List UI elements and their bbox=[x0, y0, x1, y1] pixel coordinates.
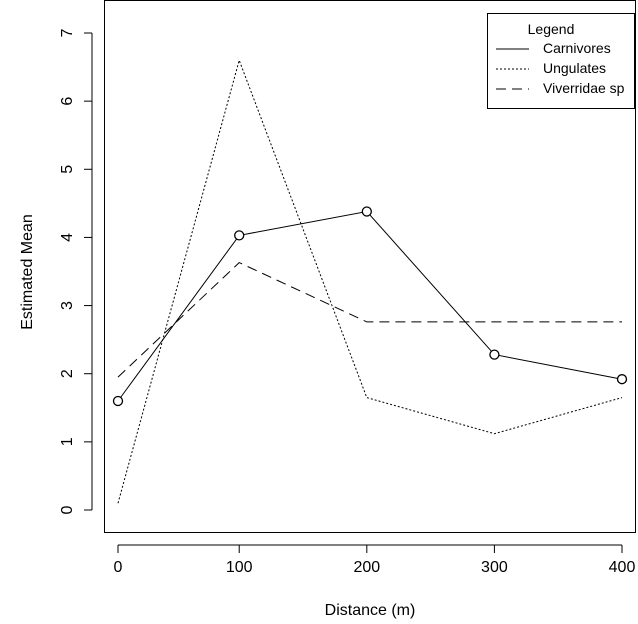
legend-entry: Viverridae sp bbox=[496, 80, 625, 96]
legend-entry: Ungulates bbox=[496, 60, 606, 76]
y-tick-label: 5 bbox=[59, 165, 76, 174]
plot-frame bbox=[104, 0, 636, 533]
x-axis: 0 100 200 300 400 bbox=[114, 544, 636, 576]
x-tick-label: 0 bbox=[114, 559, 123, 576]
series-line bbox=[117, 58, 623, 504]
y-axis-title: Estimated Mean bbox=[19, 214, 36, 330]
data-point bbox=[489, 349, 500, 360]
y-tick-label: 4 bbox=[59, 233, 76, 242]
legend-label: Ungulates bbox=[543, 60, 606, 76]
y-tick-label: 6 bbox=[59, 97, 76, 106]
y-tick-label: 7 bbox=[59, 28, 76, 37]
series-layer bbox=[112, 58, 628, 504]
series-line bbox=[117, 262, 622, 378]
data-point bbox=[616, 374, 628, 385]
legend-box bbox=[487, 13, 635, 109]
y-tick-label: 0 bbox=[59, 505, 76, 514]
legend-label: Viverridae sp bbox=[543, 80, 625, 96]
legend: Legend Carnivores Ungulates Viverridae sp bbox=[487, 13, 635, 109]
x-tick-label: 200 bbox=[353, 559, 380, 576]
y-axis: 0 1 2 3 4 5 6 7 bbox=[59, 28, 93, 514]
data-point bbox=[234, 230, 245, 241]
x-axis-title: Distance (m) bbox=[325, 602, 416, 619]
x-tick-label: 400 bbox=[609, 559, 636, 576]
series-carnivores bbox=[112, 206, 628, 407]
x-tick-label: 300 bbox=[481, 559, 508, 576]
y-tick-label: 1 bbox=[59, 437, 76, 446]
y-tick-label: 3 bbox=[59, 301, 76, 310]
legend-title: Legend bbox=[528, 21, 575, 37]
legend-label: Carnivores bbox=[543, 40, 611, 56]
data-point bbox=[112, 395, 124, 407]
legend-entry: Carnivores bbox=[496, 40, 611, 56]
x-tick-label: 100 bbox=[226, 559, 253, 576]
legend-entries: Carnivores Ungulates Viverridae sp bbox=[496, 40, 625, 96]
series-ungulates bbox=[117, 58, 623, 504]
y-tick-label: 2 bbox=[59, 369, 76, 378]
series-viverridae-sp bbox=[117, 262, 622, 378]
data-point bbox=[361, 206, 372, 217]
